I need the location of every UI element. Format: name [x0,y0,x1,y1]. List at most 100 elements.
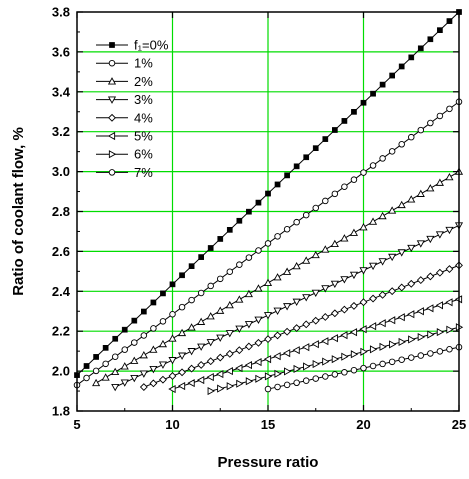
data-marker [150,325,157,332]
data-marker [139,383,148,391]
data-marker [273,352,281,361]
data-marker [120,379,129,387]
data-marker [416,307,424,316]
series-7 [264,343,463,393]
data-marker [330,239,339,248]
data-marker [206,373,214,382]
data-marker [341,352,349,361]
data-marker [388,287,397,296]
data-marker [360,99,367,106]
data-marker [92,367,100,375]
data-marker [416,276,425,285]
data-marker [130,356,139,364]
data-marker [264,335,272,344]
data-marker [139,370,148,378]
data-marker [160,290,166,297]
x-tick-label: 15 [261,417,275,432]
y-tick-label: 2.2 [52,324,70,339]
data-marker [107,77,117,85]
data-marker [388,358,396,366]
data-marker [311,289,320,298]
data-marker [292,346,300,355]
legend-item-7: 7% [96,165,153,180]
data-marker [197,343,206,351]
data-marker [388,148,396,155]
data-marker [340,276,349,284]
data-marker [303,362,311,371]
data-marker [436,328,445,337]
data-marker [187,348,196,356]
data-marker [264,372,273,381]
legend-label: 3% [134,92,153,107]
series-4 [139,261,463,391]
data-marker [378,319,386,328]
data-marker [283,226,291,233]
data-marker [426,235,435,244]
data-marker [244,361,252,370]
data-marker [369,294,377,303]
data-marker [263,355,272,364]
data-marker [109,42,115,48]
data-marker [149,366,158,374]
data-marker [188,263,195,270]
data-marker [284,367,292,376]
data-marker [245,377,254,386]
data-marker [321,337,329,346]
data-marker [245,254,253,261]
data-marker [301,343,310,352]
y-tick-label: 1.8 [52,404,70,419]
data-marker [197,360,206,369]
data-marker [130,374,139,383]
data-marker [246,208,252,215]
data-marker [446,18,453,24]
data-marker [417,332,426,342]
data-marker [177,328,187,337]
data-marker [311,250,320,259]
data-marker [235,295,244,303]
data-marker [435,268,444,277]
data-marker [321,245,330,253]
data-marker [349,271,359,280]
data-marker [121,326,128,333]
data-marker [206,312,215,320]
data-marker [350,176,358,183]
y-tick-label: 3.0 [52,164,70,179]
series-0 [74,9,462,378]
data-marker [264,240,272,247]
data-marker [398,337,406,347]
data-marker [149,379,158,388]
data-marker [330,280,339,289]
data-marker [378,211,387,220]
data-marker [332,127,338,133]
data-marker [216,275,224,283]
data-marker [303,154,310,161]
data-marker [283,303,292,311]
x-tick-label: 20 [356,417,370,432]
data-marker [359,298,368,307]
legend-item-6: 6% [96,147,153,162]
legend-item-0: f₁=0% [96,38,169,53]
data-marker [198,254,205,260]
data-marker [236,261,243,268]
data-marker [158,361,168,369]
legend-label: 6% [134,147,153,162]
data-marker [302,294,311,302]
axis-ticks: 5 10 15 20 25 1.8 2.0 2.2 2.4 2.6 2.8 3.0 3.2 3.4 3.6 3… [52,5,466,433]
data-marker [302,320,311,329]
data-marker [187,364,196,373]
data-marker [216,334,225,342]
data-marker [322,373,329,380]
data-marker [107,96,117,104]
data-marker [369,345,378,354]
data-marker [436,112,444,120]
data-marker [178,368,186,377]
legend-item-1: 1% [96,56,153,71]
data-marker [435,231,444,239]
data-marker [312,204,320,212]
data-marker [340,331,348,340]
data-marker [426,184,435,192]
data-marker [302,256,311,264]
data-marker [216,353,225,362]
data-marker [427,350,434,357]
data-marker [283,267,292,275]
